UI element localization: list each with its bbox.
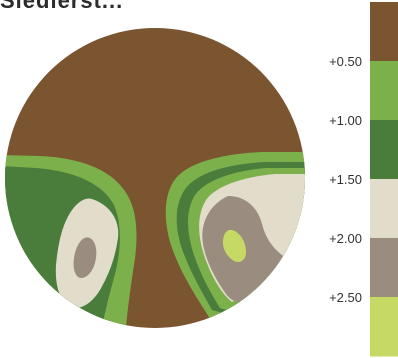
right-band-yellow-green — [222, 229, 246, 262]
legend-tick-label: +0.50 — [329, 54, 362, 69]
legend-swatch — [370, 120, 398, 180]
legend-tick-label: +1.50 — [329, 172, 362, 187]
legend-swatch — [370, 238, 398, 298]
contour-disc — [5, 28, 305, 328]
left-band-gray — [73, 237, 97, 278]
legend-swatch — [370, 61, 398, 121]
legend-swatch — [370, 297, 398, 357]
legend-tick-label: +2.50 — [329, 290, 362, 305]
legend: +0.50 +1.00 +1.50 +2.00 +2.50 — [329, 2, 398, 357]
legend-swatch — [370, 179, 398, 239]
legend-ticks: +0.50 +1.00 +1.50 +2.00 +2.50 — [329, 54, 362, 305]
legend-swatch — [370, 2, 398, 62]
legend-swatches — [370, 2, 398, 357]
legend-tick-label: +1.00 — [329, 113, 362, 128]
chart-title: Siedlerst... — [0, 0, 124, 13]
legend-tick-label: +2.00 — [329, 231, 362, 246]
